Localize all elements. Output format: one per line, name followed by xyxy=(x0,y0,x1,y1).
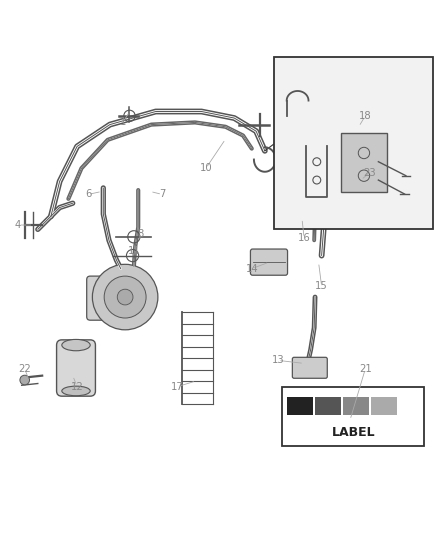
Circle shape xyxy=(20,375,29,385)
FancyBboxPatch shape xyxy=(251,249,288,275)
Ellipse shape xyxy=(62,386,90,395)
Circle shape xyxy=(104,276,146,318)
Text: 8: 8 xyxy=(137,229,144,239)
FancyBboxPatch shape xyxy=(57,340,95,396)
Ellipse shape xyxy=(62,340,90,351)
Text: 16: 16 xyxy=(298,233,311,243)
Text: 6: 6 xyxy=(85,189,91,199)
FancyBboxPatch shape xyxy=(287,397,313,415)
Text: 10: 10 xyxy=(200,163,212,173)
FancyBboxPatch shape xyxy=(343,397,369,415)
Text: 12: 12 xyxy=(71,382,84,392)
Text: 23: 23 xyxy=(363,168,376,177)
Text: 17: 17 xyxy=(171,382,184,392)
Circle shape xyxy=(92,264,158,330)
Text: 14: 14 xyxy=(245,264,258,273)
Text: 15: 15 xyxy=(315,281,328,291)
Text: 21: 21 xyxy=(359,364,371,374)
Text: 18: 18 xyxy=(359,111,371,121)
FancyBboxPatch shape xyxy=(341,133,387,192)
FancyBboxPatch shape xyxy=(274,57,433,229)
FancyBboxPatch shape xyxy=(292,357,327,378)
Text: 7: 7 xyxy=(159,189,166,199)
FancyBboxPatch shape xyxy=(371,397,397,415)
FancyBboxPatch shape xyxy=(87,276,142,320)
FancyBboxPatch shape xyxy=(283,386,424,446)
Text: 13: 13 xyxy=(272,356,284,365)
Circle shape xyxy=(117,289,133,305)
Text: 1: 1 xyxy=(120,117,126,127)
Text: 22: 22 xyxy=(18,364,31,374)
FancyBboxPatch shape xyxy=(314,397,341,415)
Text: LABEL: LABEL xyxy=(332,426,375,439)
Text: 11: 11 xyxy=(127,246,140,256)
Text: 4: 4 xyxy=(15,220,21,230)
